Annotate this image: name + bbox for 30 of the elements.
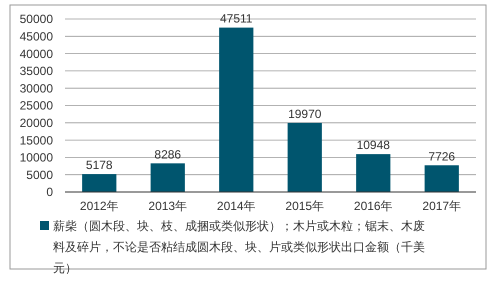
y-tick-label: 50000 — [20, 12, 54, 26]
y-tick-label: 20000 — [20, 116, 54, 130]
data-label: 5178 — [86, 158, 113, 172]
y-tick-label: 35000 — [20, 64, 54, 78]
bar — [219, 28, 254, 192]
y-tick-label: 10000 — [20, 150, 54, 165]
y-tick-label: 25000 — [20, 98, 54, 113]
y-tick-label: 5000 — [26, 168, 54, 182]
legend-label: 薪柴（圆木段、块、枝、成捆或类似形状）；木片或木粒；锯末、木废料及碎片，不论是否粘结成圆木段、块、片或类似形状出口金额（千美元） — [53, 219, 425, 275]
data-label: 8286 — [154, 147, 182, 162]
y-tick-label: 30000 — [20, 81, 54, 96]
data-label: 19970 — [288, 106, 322, 121]
x-tick-label: 2016年 — [354, 199, 393, 213]
y-tick-label: 40000 — [20, 46, 54, 61]
data-label: 10948 — [356, 138, 390, 152]
y-tick-label: 15000 — [20, 133, 54, 148]
y-tick-label: 0 — [46, 185, 54, 200]
y-tick-label: 45000 — [20, 30, 54, 44]
x-tick-label: 2017年 — [422, 199, 462, 213]
data-label: 7726 — [428, 149, 456, 164]
x-tick-label: 2012年 — [80, 199, 119, 213]
data-label: 47511 — [220, 12, 253, 26]
x-tick-label: 2015年 — [285, 199, 324, 213]
bar — [150, 163, 185, 192]
bar — [288, 122, 322, 192]
x-tick-label: 2013年 — [148, 199, 188, 213]
bar — [82, 174, 116, 192]
bar — [356, 154, 390, 192]
bar — [424, 165, 459, 192]
x-tick-label: 2014年 — [216, 199, 256, 213]
